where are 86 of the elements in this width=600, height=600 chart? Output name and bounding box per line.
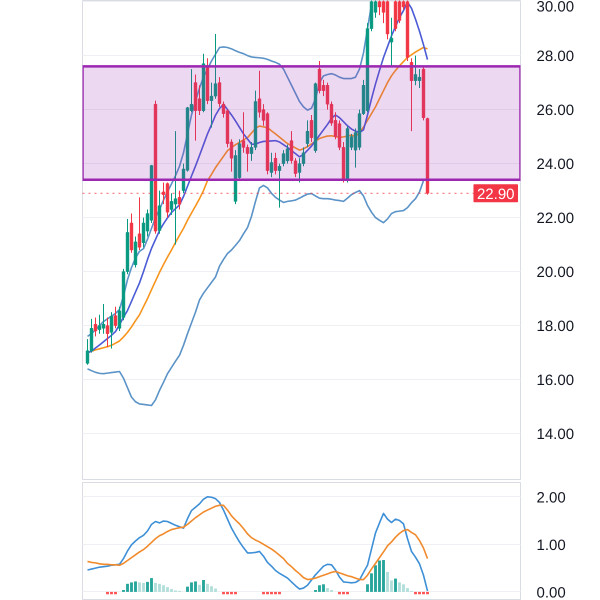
bar	[166, 587, 169, 592]
bar	[106, 592, 109, 594]
candlestick	[310, 114, 314, 142]
bar	[186, 586, 189, 592]
ref-line-label: 22.90	[476, 186, 515, 203]
bar	[422, 592, 425, 594]
candlestick	[414, 55, 418, 86]
bar	[214, 588, 217, 592]
line-series	[86, 504, 428, 580]
bar	[274, 592, 277, 594]
candlestick	[390, 17, 394, 67]
candlestick	[274, 152, 278, 175]
candlestick	[306, 120, 310, 148]
bar	[170, 589, 173, 592]
bar	[202, 580, 205, 592]
bar	[110, 592, 113, 594]
bar	[318, 585, 321, 592]
bar	[386, 572, 389, 592]
candlestick	[318, 60, 322, 94]
bar	[114, 592, 117, 594]
candlestick	[102, 303, 106, 334]
candlestick	[378, 0, 382, 16]
y-tick-label: 18.00	[536, 318, 574, 336]
bar	[154, 582, 157, 592]
candlestick	[174, 130, 178, 246]
bar	[142, 582, 145, 592]
bar	[126, 584, 129, 592]
bar	[378, 560, 381, 592]
bar	[150, 578, 153, 592]
y-tick-label: 2.00	[536, 489, 566, 506]
candlestick	[106, 316, 110, 348]
bar	[146, 582, 149, 592]
bar	[158, 584, 161, 592]
line-series	[86, 178, 428, 406]
y-tick-label: 22.00	[536, 210, 574, 228]
bar	[206, 584, 209, 592]
candlestick	[286, 144, 290, 164]
bar	[322, 584, 325, 592]
candlestick	[138, 196, 142, 250]
y-tick-label: 1.00	[536, 536, 566, 554]
bar	[266, 592, 269, 594]
candlestick	[410, 58, 414, 132]
y-tick-label: 28.00	[536, 48, 574, 66]
y-tick-label: 26.00	[536, 102, 574, 120]
bar	[426, 592, 429, 594]
bar	[278, 592, 281, 594]
y-tick-label: 14.00	[536, 426, 574, 444]
bar	[226, 592, 229, 594]
bar	[270, 592, 273, 594]
bar	[418, 592, 421, 594]
bar	[162, 585, 165, 592]
candlestick	[418, 68, 422, 88]
y-tick-label: 16.00	[536, 372, 574, 390]
bar	[190, 582, 193, 592]
y-tick-label: 0.00	[536, 584, 566, 600]
bar	[414, 592, 417, 594]
candlestick	[110, 312, 114, 350]
candlestick	[270, 152, 274, 178]
candlestick	[278, 163, 282, 208]
y-tick-label: 20.00	[536, 264, 574, 282]
candlestick	[134, 236, 138, 268]
bar	[210, 586, 213, 592]
bar	[194, 581, 197, 592]
bar	[402, 584, 405, 592]
bar	[130, 582, 133, 592]
bar	[134, 581, 137, 592]
bar	[230, 592, 233, 594]
bar	[138, 582, 141, 592]
candlestick	[94, 316, 98, 337]
bar	[342, 592, 345, 594]
bar	[222, 592, 225, 594]
bar	[326, 588, 329, 592]
candlestick	[114, 306, 118, 329]
y-tick-label: 24.00	[536, 156, 574, 174]
bar	[398, 582, 401, 592]
bar	[198, 584, 201, 592]
y-tick-label: 30.00	[536, 0, 574, 16]
candlestick	[198, 84, 202, 116]
bar	[262, 592, 265, 594]
bar	[346, 592, 349, 594]
line-series	[86, 496, 428, 592]
bar	[382, 560, 385, 592]
bar	[406, 588, 409, 592]
bar	[234, 592, 237, 594]
bar	[338, 592, 341, 594]
bar	[394, 578, 397, 592]
